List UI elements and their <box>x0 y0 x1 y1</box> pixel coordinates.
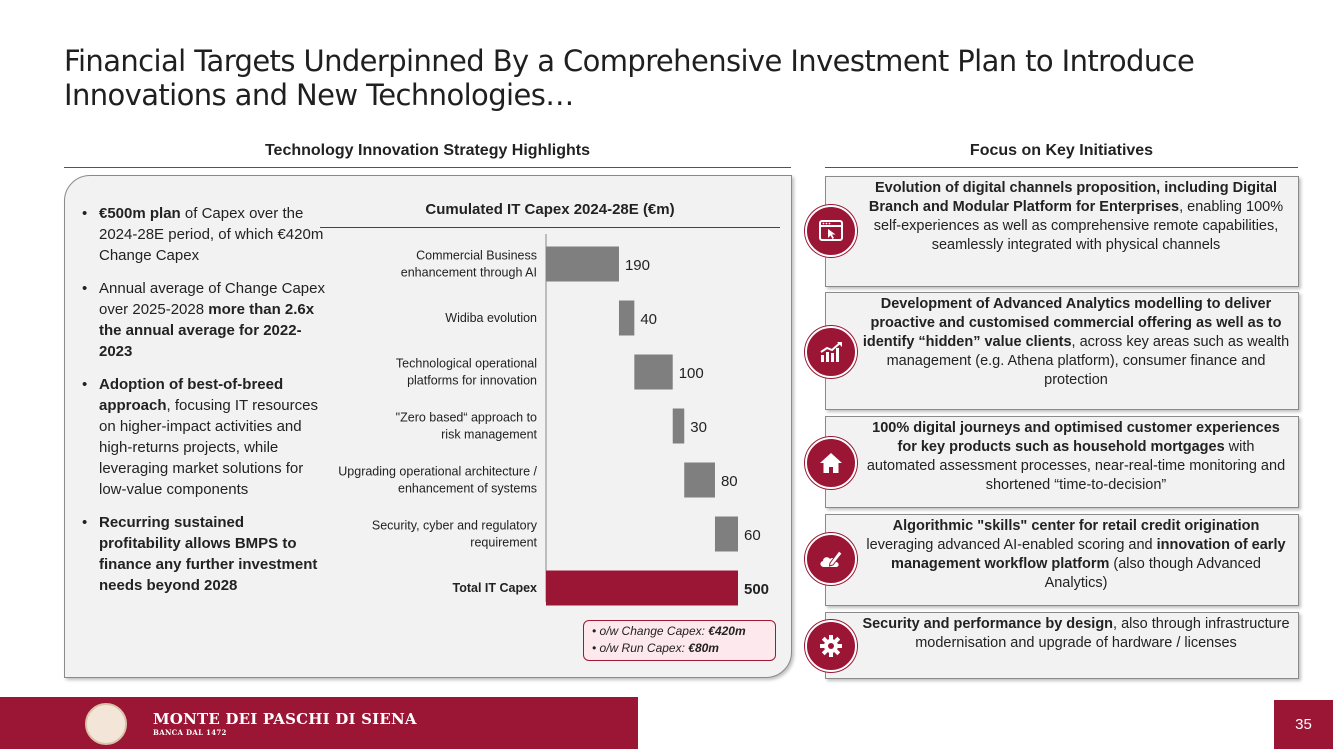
highlight-item: Adoption of best-of-breed approach, focu… <box>80 374 325 500</box>
gear-icon <box>805 620 857 672</box>
left-section-heading: Technology Innovation Strategy Highlight… <box>264 142 591 159</box>
right-section-divider <box>825 167 1298 168</box>
initiative-card-digital-channels: Evolution of digital channels propositio… <box>825 176 1299 287</box>
analytics-chart-icon <box>805 326 857 378</box>
bank-seal-icon <box>85 703 127 745</box>
initiative-card-credit-origination: Algorithmic "skills" center for retail c… <box>825 514 1299 606</box>
brand-name: MONTE DEI PASCHI DI SIENA <box>153 710 417 728</box>
callout-run-capex: • o/w Run Capex: €80m <box>592 641 719 655</box>
chart-title-divider <box>320 227 780 228</box>
cloud-pen-icon <box>805 533 857 585</box>
highlights-list: €500m plan of Capex over the 2024-28E pe… <box>80 203 325 608</box>
right-section-heading: Focus on Key Initiatives <box>969 142 1154 159</box>
brand-tagline: BANCA DAL 1472 <box>153 728 227 737</box>
page-number: 35 <box>1274 700 1333 749</box>
initiative-card-advanced-analytics: Development of Advanced Analytics modell… <box>825 292 1299 410</box>
initiative-card-security: Security and performance by design, also… <box>825 612 1299 679</box>
initiative-card-digital-journeys: 100% digital journeys and optimised cust… <box>825 416 1299 508</box>
house-icon <box>805 437 857 489</box>
chart-title: Cumulated IT Capex 2024-28E (€m) <box>425 201 675 218</box>
page-title: Financial Targets Underpinned By a Compr… <box>64 44 1195 112</box>
capex-breakdown-callout: • o/w Change Capex: €420m • o/w Run Cape… <box>583 620 776 661</box>
highlight-item: Recurring sustained profitability allows… <box>80 512 325 596</box>
browser-click-icon <box>805 205 857 257</box>
highlight-item: Annual average of Change Capex over 2025… <box>80 278 325 362</box>
left-section-divider <box>64 167 791 168</box>
callout-change-capex: • o/w Change Capex: €420m <box>592 624 746 638</box>
highlight-item: €500m plan of Capex over the 2024-28E pe… <box>80 203 325 266</box>
